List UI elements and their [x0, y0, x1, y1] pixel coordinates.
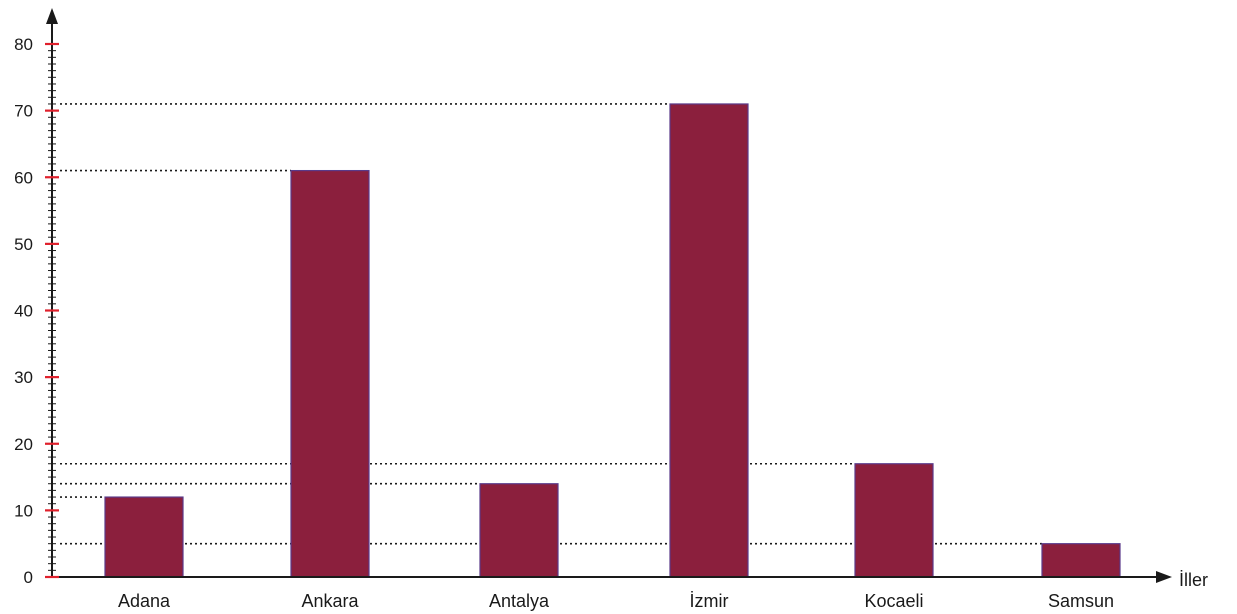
bar: [479, 483, 559, 578]
y-tick-label: 80: [14, 35, 33, 54]
x-tick-label: Antalya: [489, 591, 550, 611]
y-tick-label: 0: [24, 568, 33, 587]
x-tick-labels: Adana Ankara Antalya İzmir Kocaeli Samsun: [118, 591, 1114, 611]
bar: [854, 463, 934, 578]
x-tick-label: İzmir: [690, 591, 729, 611]
bar: [290, 169, 370, 578]
axes: [46, 8, 1172, 583]
y-tick-label: 30: [14, 368, 33, 387]
y-ticks: [45, 42, 59, 579]
y-axis-arrow-icon: [46, 8, 58, 24]
y-tick-label: 10: [14, 501, 33, 520]
y-tick-label: 50: [14, 235, 33, 254]
bar: [1041, 543, 1121, 578]
y-tick-label: 20: [14, 435, 33, 454]
bar: [104, 496, 184, 578]
y-tick-labels: 0 10 20 30 40 50 60 70 80: [14, 35, 33, 587]
x-tick-label: Adana: [118, 591, 171, 611]
y-tick-label: 70: [14, 102, 33, 121]
y-tick-label: 60: [14, 168, 33, 187]
x-axis-title: İller: [1179, 570, 1208, 590]
bars: [104, 103, 1121, 578]
x-tick-label: Samsun: [1048, 591, 1114, 611]
y-tick-label: 40: [14, 302, 33, 321]
x-axis-arrow-icon: [1156, 571, 1172, 583]
x-tick-label: Ankara: [301, 591, 359, 611]
bar: [669, 103, 749, 578]
x-tick-label: Kocaeli: [864, 591, 923, 611]
